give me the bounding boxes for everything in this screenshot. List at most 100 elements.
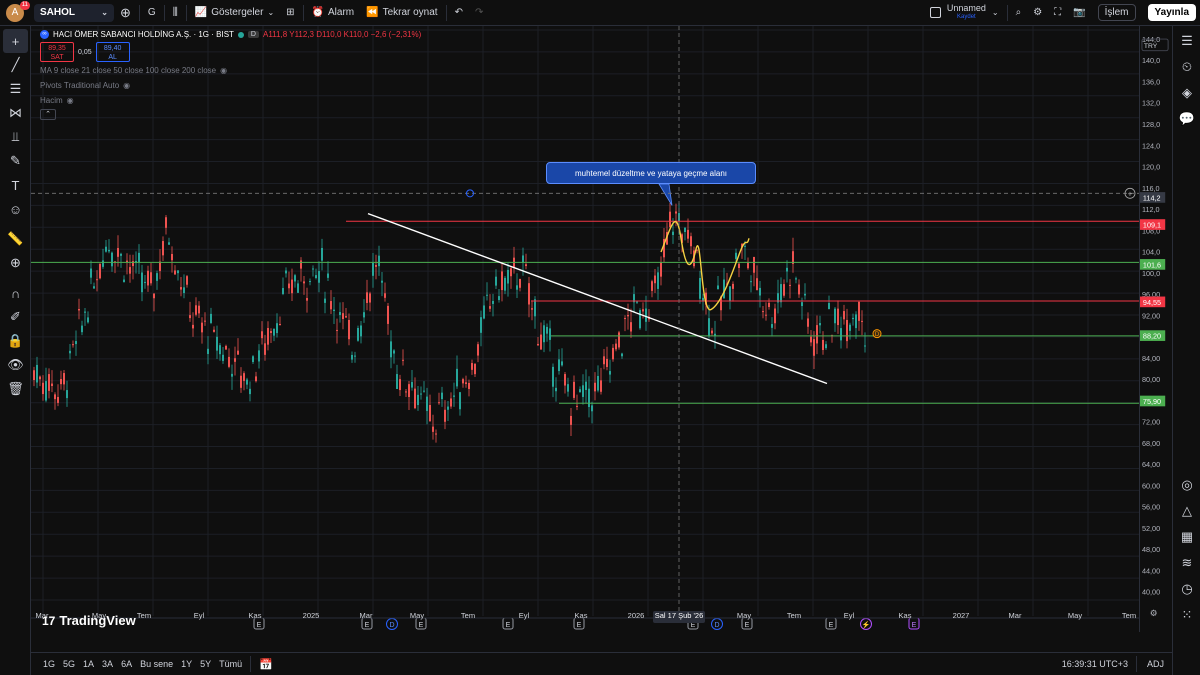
candle-body <box>492 300 494 304</box>
watchlist-icon[interactable]: ☰ <box>1181 33 1193 48</box>
level-price-tag[interactable] <box>1140 330 1166 341</box>
trash-icon[interactable]: 🗑 <box>7 381 24 396</box>
candle-body <box>447 406 449 410</box>
tradingview-logo[interactable]: 17 TradingView <box>42 613 136 628</box>
trade-button[interactable]: İşlem <box>1097 4 1136 21</box>
eye-icon[interactable]: 👁 <box>7 357 24 372</box>
timeframe-button[interactable]: 1G <box>43 659 56 669</box>
symbol-search[interactable]: SAHOL ⌄ <box>34 3 114 22</box>
crosshair-anchor[interactable] <box>466 189 474 198</box>
buy-button[interactable]: 89,40 AL <box>95 42 130 62</box>
level-price-label: 94,55 <box>1143 298 1161 307</box>
brush-icon[interactable]: ✎ <box>10 153 21 168</box>
emoji-icon[interactable]: ☺ <box>8 201 23 217</box>
notifications-icon[interactable]: ◷ <box>1181 581 1193 596</box>
add-alert-plus-icon[interactable] <box>1124 187 1136 199</box>
settings-button[interactable]: ⚙ <box>1027 0 1048 26</box>
snapshot-button[interactable]: 📷 <box>1067 0 1091 26</box>
candle-body <box>783 284 785 296</box>
projection-curve[interactable] <box>660 221 750 311</box>
event-marker[interactable]: E <box>825 617 837 630</box>
timeframe-button[interactable]: 5Y <box>200 659 212 669</box>
dividend-marker[interactable] <box>872 329 882 339</box>
fullscreen-button[interactable]: ⛶ <box>1048 0 1067 26</box>
signal-icon[interactable]: ≋ <box>1181 555 1193 570</box>
trend-line[interactable] <box>367 212 828 385</box>
ruler-icon[interactable]: 📏 <box>7 231 24 246</box>
adjust-toggle[interactable]: ADJ <box>1146 659 1164 669</box>
alert-button[interactable]: ⏰ Alarm <box>311 7 355 18</box>
timeframe-button[interactable]: Bu sene <box>140 659 174 669</box>
clock-display[interactable]: 16:39:31 UTC+3 <box>1061 659 1128 669</box>
timeframe-button[interactable]: 3A <box>102 659 114 669</box>
indicators-button[interactable]: 📈 Göstergeler ⌄ <box>194 7 275 18</box>
replay-button[interactable]: ⏪ Tekrar oynat <box>366 7 438 18</box>
lock-draw-icon[interactable]: ✐ <box>10 309 21 324</box>
alerts-clock-icon[interactable]: ⏲ <box>1181 59 1193 74</box>
interval-button[interactable]: G <box>147 7 156 18</box>
zoom-in-icon[interactable]: ⊕ <box>10 255 21 270</box>
timeframe-button[interactable]: 1A <box>83 659 95 669</box>
pattern-icon[interactable]: ⋈ <box>9 105 22 120</box>
chart-type-button[interactable]: ⫴ <box>167 0 184 26</box>
candle-body <box>78 308 80 311</box>
compare-button[interactable]: ⊕ <box>114 0 137 26</box>
candle-body <box>681 234 683 243</box>
axis-settings-icon[interactable]: ⚙ <box>1150 609 1158 619</box>
level-price-tag[interactable] <box>1140 296 1166 308</box>
trend-line-icon[interactable]: ╱ <box>11 57 20 72</box>
redo-button[interactable]: ↷ <box>469 0 489 26</box>
target-icon[interactable]: ◎ <box>1181 477 1193 492</box>
candle-body <box>585 381 587 391</box>
ideas-icon[interactable]: △ <box>1182 503 1192 518</box>
currency-selector[interactable] <box>1141 38 1169 52</box>
crosshair-price-label: 114,2 <box>1143 193 1161 202</box>
collapse-legend-button[interactable]: ⌃ <box>40 109 56 120</box>
time-crosshair-highlight <box>653 611 705 623</box>
candle-body <box>684 227 686 233</box>
grid-icon[interactable]: ⁙ <box>1181 607 1193 622</box>
layout-menu[interactable]: Unnamed Kaydet ⌄ <box>924 0 1005 26</box>
timeframe-button[interactable]: 6A <box>121 659 133 669</box>
timeframe-button[interactable]: 1Y <box>181 659 193 669</box>
calendar-icon[interactable]: ▦ <box>1180 529 1194 544</box>
level-price-tag[interactable] <box>1140 395 1166 407</box>
candle-body <box>861 320 863 322</box>
timeframe-button[interactable]: Tümü <box>219 659 243 669</box>
publish-button[interactable]: Yayınla <box>1147 4 1196 21</box>
eye-icon[interactable]: ◉ <box>123 81 131 90</box>
lock-icon[interactable]: 🔒 <box>7 333 24 348</box>
candle-body <box>198 305 200 314</box>
candle-body <box>333 309 335 312</box>
eye-icon[interactable]: ◉ <box>220 66 228 75</box>
pivots-indicator-row[interactable]: Pivots Traditional Auto ◉ <box>40 81 131 90</box>
event-marker[interactable]: ⚡ <box>860 618 872 630</box>
level-price-tag[interactable] <box>1140 259 1166 270</box>
event-marker-label: E <box>912 622 917 629</box>
crosshair-icon[interactable]: + <box>3 29 28 53</box>
volume-indicator-row[interactable]: Hacim ◉ <box>40 96 74 105</box>
timeframe-button[interactable]: 5G <box>63 659 76 669</box>
event-marker[interactable]: D <box>386 618 398 630</box>
magnet-icon[interactable]: ∩ <box>10 285 21 301</box>
price-axis[interactable]: 144,0140,0136,0132,0128,0124,0120,0116,0… <box>1139 26 1172 632</box>
date-range-icon[interactable]: 📅 <box>259 658 273 671</box>
user-avatar[interactable]: A 11 <box>6 0 30 22</box>
quick-search-button[interactable]: ⌕ <box>1010 0 1028 26</box>
event-marker[interactable]: D <box>711 618 723 630</box>
price-chart[interactable]: + D E E D E E E E D E E ⚡ E Mar May Tem Eyl Kas 2025 Mar May T… <box>31 26 1139 632</box>
annotation-callout[interactable]: muhtemel düzeltme ve yataya geçme alanı <box>546 162 756 184</box>
templates-button[interactable]: ⊞ <box>280 0 300 26</box>
event-marker[interactable]: E <box>502 617 514 630</box>
fib-icon[interactable]: ☰ <box>9 81 22 96</box>
level-price-tag[interactable] <box>1140 219 1166 230</box>
candle-body <box>306 298 308 301</box>
forecast-icon[interactable]: ⫫ <box>11 129 20 144</box>
ma-indicator-row[interactable]: MA 9 close 21 close 50 close 100 close 2… <box>40 66 228 75</box>
undo-button[interactable]: ↶ <box>449 0 469 26</box>
eye-icon[interactable]: ◉ <box>66 96 74 105</box>
text-icon[interactable]: T <box>11 177 20 193</box>
chat-icon[interactable]: 💬 <box>1178 111 1196 126</box>
sell-button[interactable]: 89,35 SAT <box>40 42 74 62</box>
layers-icon[interactable]: ◈ <box>1182 85 1192 100</box>
